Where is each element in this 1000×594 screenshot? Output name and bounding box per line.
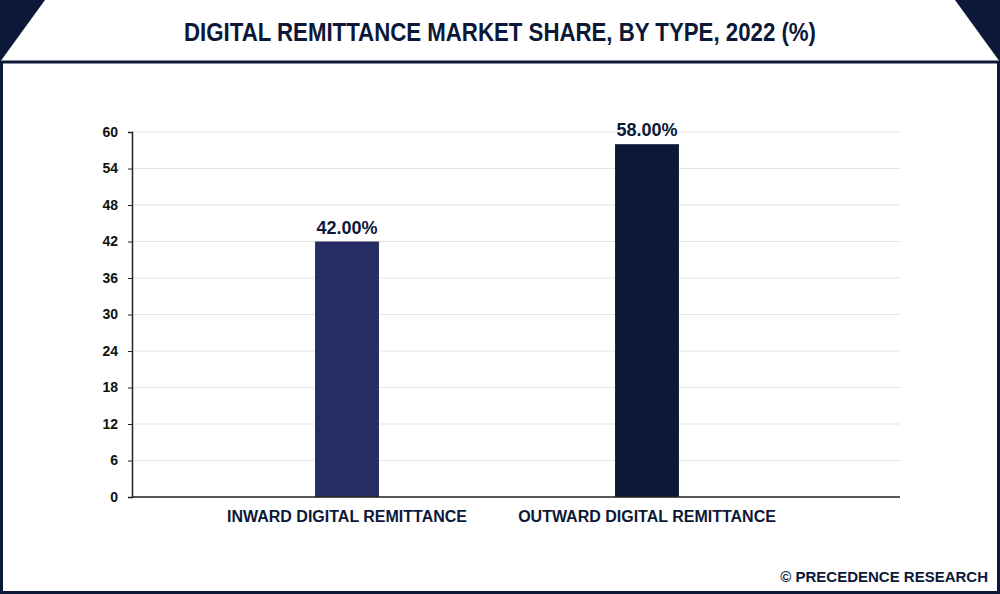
y-tick-label: 0	[110, 489, 118, 505]
chart-svg: DIGITAL REMITTANCE MARKET SHARE, BY TYPE…	[0, 0, 1000, 594]
grid-line	[132, 351, 900, 352]
y-tick-label: 12	[102, 416, 118, 432]
y-tick: 36	[102, 270, 132, 286]
y-tick-label: 36	[102, 270, 118, 286]
x-axis-line	[132, 496, 900, 498]
data-label: 58.00%	[616, 120, 677, 140]
grid-line	[132, 168, 900, 169]
y-tick-mark	[128, 169, 132, 170]
y-tick: 18	[102, 379, 132, 395]
y-tick: 42	[102, 233, 132, 249]
grid-line	[132, 424, 900, 425]
y-tick-label: 48	[102, 197, 118, 213]
grid-line	[132, 460, 900, 461]
y-axis-line	[128, 133, 133, 498]
y-tick: 60	[102, 124, 132, 140]
header-tab	[0, 0, 1000, 62]
bar	[315, 242, 379, 498]
y-tick-mark	[128, 242, 132, 243]
data-label: 42.00%	[316, 218, 377, 238]
grid-line	[132, 497, 900, 498]
y-tick-label: 24	[102, 343, 118, 359]
grid-line	[132, 278, 900, 279]
y-tick: 24	[102, 343, 132, 359]
grid-line	[132, 132, 900, 133]
x-axis: INWARD DIGITAL REMITTANCE OUTWARD DIGITAL…	[132, 497, 900, 525]
y-axis: 0 6 12 18 24 30 36 42 48 54 60	[102, 124, 132, 505]
x-tick: OUTWARD DIGITAL REMITTANCE	[518, 508, 776, 525]
data-labels: 42.00% 58.00%	[316, 120, 677, 237]
y-tick: 0	[110, 489, 132, 505]
bar	[615, 144, 679, 497]
y-tick-mark	[128, 278, 132, 279]
y-tick-label: 60	[102, 124, 118, 140]
source: © PRECEDENCE RESEARCH	[780, 568, 988, 585]
y-tick-mark	[128, 461, 132, 462]
header-band	[0, 0, 1000, 62]
x-tick-label: OUTWARD DIGITAL REMITTANCE	[518, 508, 776, 525]
grid-line	[132, 314, 900, 315]
grid-line	[132, 387, 900, 388]
y-tick-label: 18	[102, 379, 118, 395]
y-tick: 48	[102, 197, 132, 213]
y-tick: 6	[110, 452, 132, 468]
background	[0, 0, 1000, 594]
y-tick-label: 54	[102, 160, 118, 176]
y-tick-mark	[128, 424, 132, 425]
y-tick-mark	[128, 388, 132, 389]
y-tick-mark	[128, 351, 132, 352]
title: DIGITAL REMITTANCE MARKET SHARE, BY TYPE…	[184, 17, 816, 47]
y-tick-label: 6	[110, 452, 118, 468]
y-tick-label: 42	[102, 233, 118, 249]
grid-line	[132, 241, 900, 242]
y-tick: 30	[102, 306, 132, 322]
y-tick-label: 30	[102, 306, 118, 322]
x-tick: INWARD DIGITAL REMITTANCE	[227, 508, 467, 525]
frame	[2, 62, 999, 593]
y-tick: 54	[102, 160, 132, 176]
x-tick-label: INWARD DIGITAL REMITTANCE	[227, 508, 467, 525]
y-tick-mark	[128, 315, 132, 316]
grid	[132, 132, 900, 497]
y-tick-mark	[128, 132, 132, 133]
bars	[315, 144, 679, 497]
grid-line	[132, 205, 900, 206]
y-tick: 12	[102, 416, 132, 432]
y-tick-mark	[128, 205, 132, 206]
y-tick-mark	[128, 497, 132, 498]
